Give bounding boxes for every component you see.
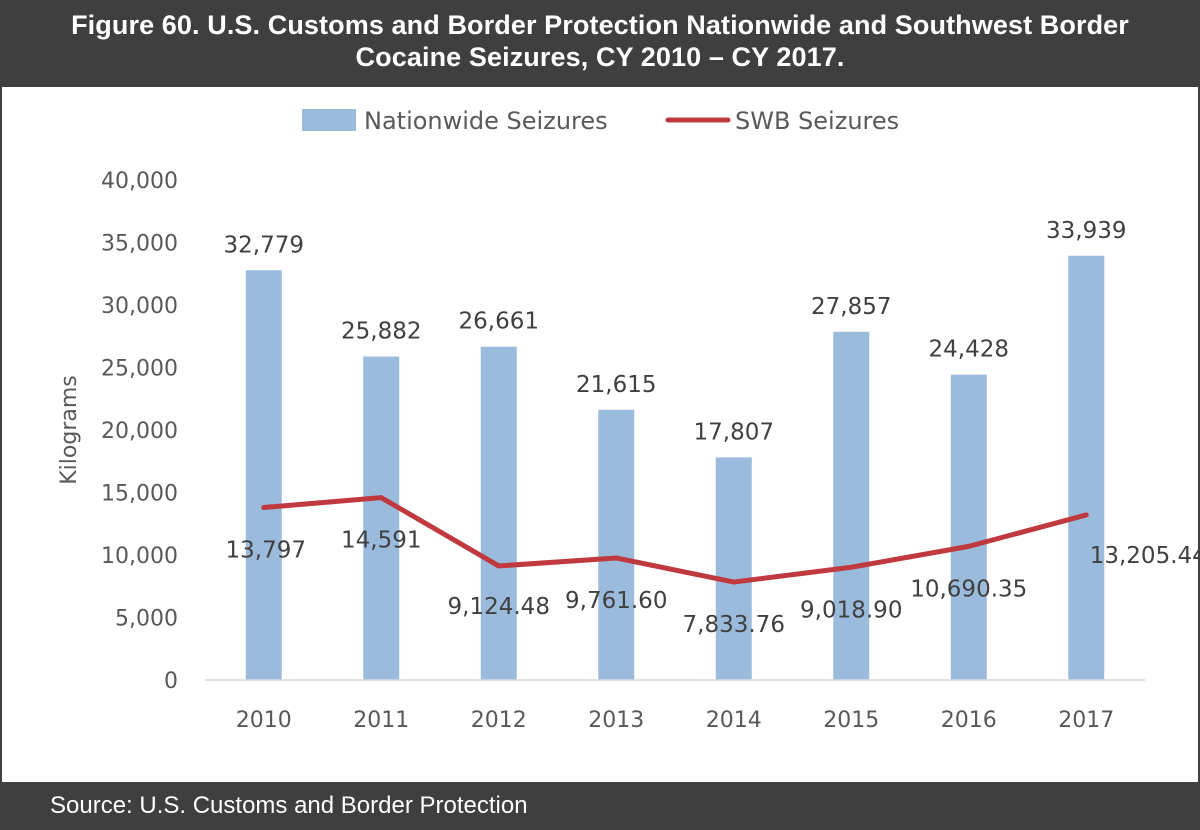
x-tick-label: 2016: [941, 708, 997, 733]
x-tick-label: 2015: [823, 708, 879, 733]
y-tick-label: 30,000: [101, 294, 178, 319]
line-value-label: 9,018.90: [800, 597, 902, 623]
bar-nationwide: [363, 356, 400, 680]
y-tick-label: 40,000: [101, 169, 178, 194]
bar-nationwide: [245, 270, 282, 680]
line-value-label: 10,690.35: [910, 576, 1027, 602]
x-tick-label: 2012: [471, 708, 527, 733]
line-value-label: 14,591: [341, 528, 421, 554]
bar-nationwide: [1068, 255, 1105, 680]
legend-label-swb: SWB Seizures: [735, 107, 899, 135]
chart-legend: Nationwide Seizures SWB Seizures: [302, 107, 899, 135]
bar-value-label: 24,428: [929, 337, 1009, 363]
line-data-labels: 13,797 14,591 9,124.48 9,761.60 7,833.76 9,01…: [226, 528, 1200, 638]
line-value-label: 13,797: [226, 538, 306, 564]
bar-value-label: 33,939: [1046, 218, 1126, 244]
x-tick-label: 2010: [236, 708, 292, 733]
y-tick-label: 10,000: [101, 544, 178, 569]
y-axis-title: Kilograms: [57, 375, 82, 485]
line-value-label: 9,761.60: [565, 588, 667, 614]
x-tick-label: 2011: [353, 708, 409, 733]
frame-right-border: [1198, 87, 1200, 782]
line-value-label: 9,124.48: [448, 594, 550, 620]
frame-left-border: [0, 87, 2, 782]
bar-value-label: 25,882: [341, 318, 421, 344]
x-tick-label: 2014: [706, 708, 762, 733]
source-note: Source: U.S. Customs and Border Protecti…: [0, 782, 1200, 830]
bar-nationwide: [715, 457, 752, 680]
chart-canvas: Nationwide Seizures SWB Seizures Kilogra…: [57, 107, 1200, 733]
bar-nationwide: [833, 331, 870, 680]
bar-nationwide: [598, 409, 635, 680]
x-tick-label: 2017: [1058, 708, 1114, 733]
y-tick-label: 25,000: [101, 357, 178, 382]
bar-value-label: 26,661: [459, 309, 539, 335]
bar-data-labels: 32,779 25,882 26,661 21,615 17,807 27,857 24,4…: [224, 218, 1127, 446]
legend-label-nationwide: Nationwide Seizures: [364, 107, 608, 135]
figure-title-line-2: Cocaine Seizures, CY 2010 – CY 2017.: [355, 42, 845, 72]
x-tick-label: 2013: [588, 708, 644, 733]
bar-value-label: 27,857: [811, 294, 891, 320]
bar-nationwide: [480, 346, 517, 680]
bar-value-label: 32,779: [224, 232, 304, 258]
line-value-label: 13,205.44: [1090, 543, 1200, 569]
bar-nationwide: [950, 374, 987, 680]
bar-value-label: 17,807: [694, 419, 774, 445]
line-value-label: 7,833.76: [683, 612, 785, 638]
y-tick-label: 5,000: [115, 607, 178, 632]
y-tick-label: 35,000: [101, 232, 178, 257]
y-tick-label: 0: [164, 669, 178, 694]
y-tick-label: 20,000: [101, 419, 178, 444]
bar-series: [245, 255, 1105, 680]
x-axis-ticks: 2010 2011 2012 2013 2014 2015 2016 2017: [236, 708, 1115, 733]
legend-bar-swatch: [302, 109, 356, 131]
figure-title-line-1: Figure 60. U.S. Customs and Border Prote…: [71, 10, 1129, 40]
figure-title-bar: Figure 60. U.S. Customs and Border Prote…: [0, 0, 1200, 87]
swb-series-line: [261, 495, 1089, 585]
y-tick-label: 15,000: [101, 482, 178, 507]
y-axis-ticks: 0 5,000 10,000 15,000 20,000 25,000 30,000 35,0…: [101, 169, 178, 694]
bar-value-label: 21,615: [576, 372, 656, 398]
